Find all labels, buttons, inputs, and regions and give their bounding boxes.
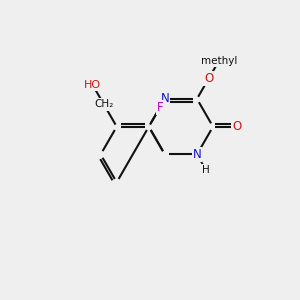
Text: methyl: methyl <box>201 56 237 66</box>
Text: F: F <box>157 101 164 114</box>
Text: O: O <box>232 120 242 133</box>
Text: HO: HO <box>84 80 101 90</box>
Text: N: N <box>160 92 169 105</box>
Text: CH₂: CH₂ <box>94 99 113 110</box>
Text: H: H <box>202 165 210 175</box>
Text: N: N <box>193 148 201 161</box>
Text: O: O <box>204 72 213 85</box>
